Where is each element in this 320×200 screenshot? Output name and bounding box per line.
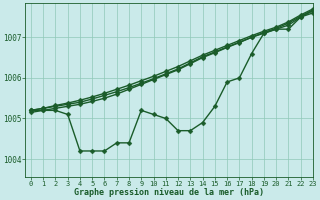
X-axis label: Graphe pression niveau de la mer (hPa): Graphe pression niveau de la mer (hPa) <box>74 188 264 197</box>
